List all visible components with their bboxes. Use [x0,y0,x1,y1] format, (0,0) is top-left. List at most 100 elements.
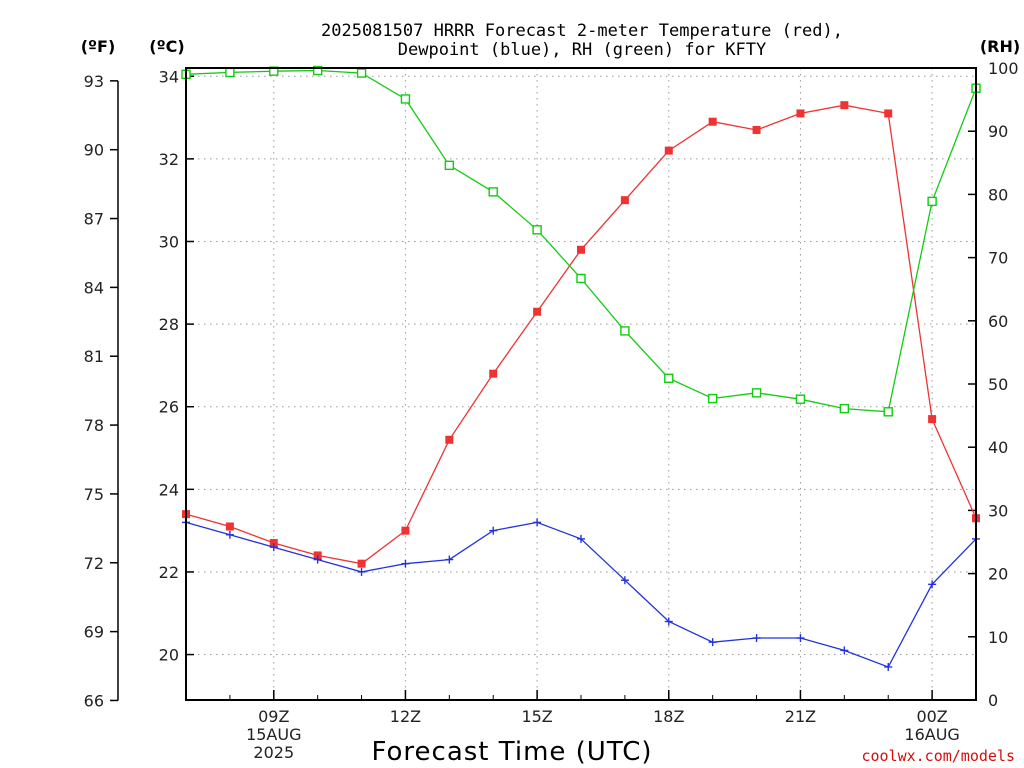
data-point [620,576,629,585]
rh-tick-label: 60 [988,312,1008,331]
data-point [225,67,235,78]
data-point [796,109,805,118]
data-point [488,187,498,197]
data-point [795,394,806,404]
rh-tick-label: 70 [988,249,1008,268]
x-tick-label: 15AUG [246,725,301,744]
data-point [884,662,893,671]
rh-tick-label: 20 [988,565,1008,584]
data-point [269,543,278,552]
chart-title-line1: 2025081507 HRRR Forecast 2-meter Tempera… [321,21,843,41]
data-point [707,393,718,404]
data-point [489,369,498,378]
plot-frame [185,67,977,701]
rh-tick-label: 10 [988,628,1008,647]
data-point [928,580,937,589]
x-tick-label: 09Z [258,707,289,726]
data-point [708,117,717,126]
chart-title-line2: Dewpoint (blue), RH (green) for KFTY [398,40,766,60]
data-point [927,196,937,207]
fahrenheit-tick-label: 84 [84,278,104,297]
celsius-tick-label: 32 [159,150,179,169]
grid-lines [186,68,976,700]
data-point [445,435,454,444]
data-point [708,638,717,647]
fahrenheit-tick-label: 72 [84,554,104,573]
data-point [489,526,498,535]
data-point [620,326,630,336]
fahrenheit-tick-label: 93 [84,72,104,91]
data-point [357,567,366,576]
rh-tick-label: 50 [988,375,1008,394]
data-point [225,522,234,531]
data-point [356,68,367,78]
data-point [840,101,849,110]
x-tick-label: 2025 [253,743,294,762]
celsius-tick-label: 22 [159,563,179,582]
data-point [752,125,761,134]
x-tick-label: 00Z [916,707,947,726]
data-point [664,373,674,384]
data-point [664,617,673,626]
rh-tick-label: 40 [988,438,1008,457]
celsius-tick-label: 34 [159,67,179,86]
credit-label: coolwx.com/models [861,747,1015,765]
fahrenheit-unit-label: (ºF) [81,37,116,56]
data-point [928,415,937,424]
data-point [357,559,366,568]
data-point [444,160,455,171]
data-point [312,65,323,76]
fahrenheit-tick-label: 69 [84,623,104,642]
celsius-tick-label: 30 [159,232,179,251]
data-point [620,196,629,205]
series-line-1 [185,521,977,668]
rh-tick-label: 0 [988,691,998,710]
fahrenheit-tick-label: 87 [84,210,104,229]
data-point [401,526,410,535]
axes: 20 22 24 26 28 30 32 34 66 69 72 75 78 81 84 87 90 93 0 10 2… [84,59,1019,762]
x-tick-label: 21Z [785,707,816,726]
data-point [883,407,893,417]
data-point [664,146,673,155]
series-line-0 [185,104,977,565]
x-tick-label: 18Z [653,707,684,726]
x-tick-label: 12Z [390,707,421,726]
x-tick-label: 16AUG [904,725,959,744]
fahrenheit-tick-label: 75 [84,485,104,504]
celsius-tick-label: 28 [159,315,179,334]
rh-tick-label: 80 [988,185,1008,204]
rh-tick-label: 90 [988,122,1008,141]
data-point [269,539,278,548]
celsius-unit-label: (ºC) [149,37,184,56]
data-point [751,388,762,398]
fahrenheit-tick-label: 81 [84,347,104,366]
data-point [752,634,761,643]
celsius-tick-label: 20 [159,646,179,665]
data-point [533,518,542,527]
data-point [313,551,322,560]
data-point [445,555,454,564]
series-layer [181,65,981,671]
data-point [533,307,542,316]
rh-tick-label: 100 [988,59,1019,78]
fahrenheit-tick-label: 90 [84,141,104,160]
data-point [839,403,850,414]
data-point [840,646,849,655]
data-point [401,559,410,568]
data-point [225,530,234,539]
fahrenheit-tick-label: 78 [84,416,104,435]
celsius-tick-label: 24 [159,480,179,499]
fahrenheit-tick-label: 66 [84,691,104,710]
rh-tick-label: 30 [988,501,1008,520]
data-point [313,555,322,564]
data-point [577,534,585,543]
series-line-2 [185,69,977,413]
x-tick-label: 15Z [521,707,552,726]
celsius-tick-label: 26 [159,398,179,417]
data-point [796,634,805,643]
data-point [400,94,411,104]
data-point [576,273,586,284]
data-point [532,225,542,235]
data-point [884,109,893,118]
